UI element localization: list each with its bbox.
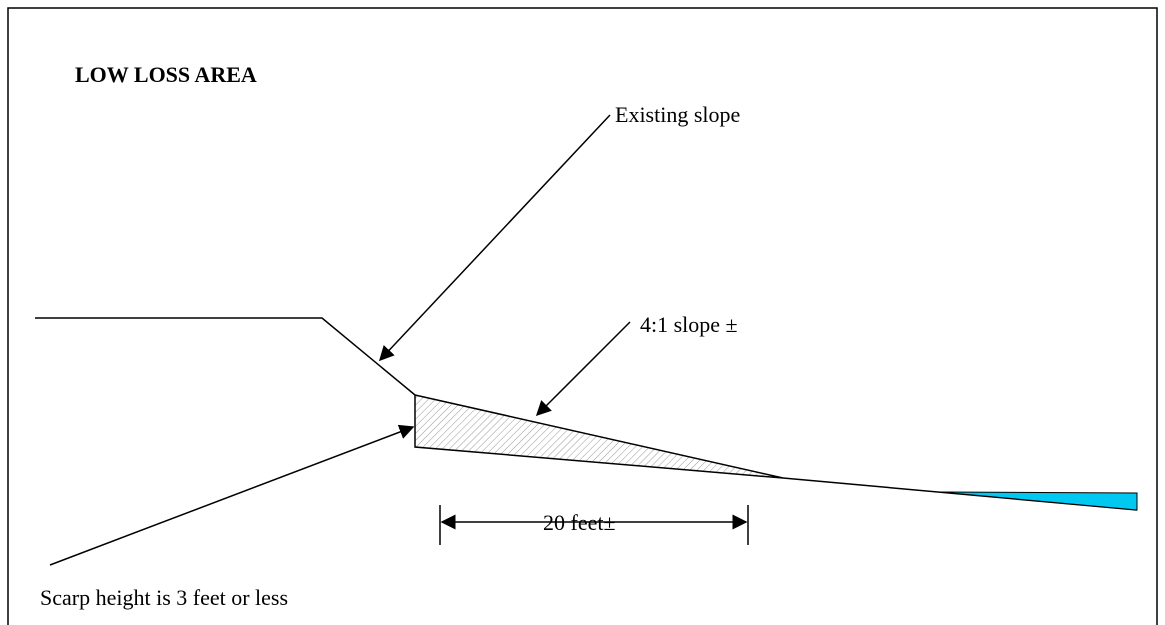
label-existing-slope: Existing slope: [615, 102, 740, 127]
water: [939, 491, 1138, 511]
title: LOW LOSS AREA: [75, 62, 257, 87]
ground-line: [35, 317, 416, 396]
label-scarp: Scarp height is 3 feet or less: [40, 585, 288, 610]
hatched-wedge: [414, 394, 784, 479]
label-distance: 20 feet±: [543, 510, 616, 535]
frame: [7, 7, 1158, 625]
label-slope-ratio: 4:1 slope ±: [640, 312, 738, 337]
arrow: [49, 424, 415, 566]
arrow: [535, 321, 631, 417]
arrow: [378, 114, 611, 362]
